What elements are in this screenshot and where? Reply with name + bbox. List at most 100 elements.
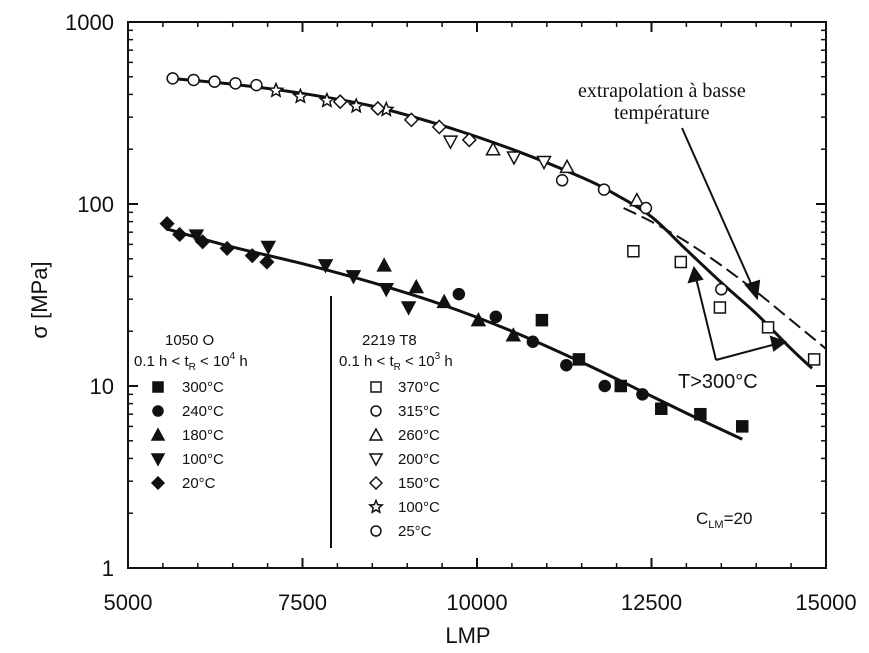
legend-1050-cond-left: 0.1 h < t xyxy=(134,353,189,370)
point-1050-diamond-filled xyxy=(244,248,260,264)
legend-2219-entry-label: 200°C xyxy=(398,451,440,468)
point-1050-diamond-filled xyxy=(259,254,275,270)
fit-curve-0 xyxy=(169,76,814,370)
point-2219-circle-open xyxy=(208,75,221,88)
legend-2219-entry-marker-square-open xyxy=(370,381,382,393)
annotation-arrows xyxy=(681,127,788,361)
point-1050-square-filled xyxy=(694,407,707,421)
legend-1050-title: 1050 O xyxy=(165,332,214,349)
legend-2219-entry-label: 260°C xyxy=(398,427,440,444)
x-tick-label: 15000 xyxy=(795,590,856,615)
point-2219-square-open xyxy=(627,245,640,258)
legend-2219-cond-right: < 10 xyxy=(401,353,435,370)
point-1050-triangle-down-filled xyxy=(400,301,417,316)
legend-2219-entry-marker-diamond-open xyxy=(368,475,384,491)
point-1050-circle-filled xyxy=(489,310,503,324)
legend-2219-entry-marker-triangle-up-open xyxy=(368,427,384,441)
legend-1050-entry-label: 300°C xyxy=(182,379,224,396)
clm-value: =20 xyxy=(724,509,753,528)
legend-1050-cond-sub: R xyxy=(189,362,196,373)
point-2219-diamond-open xyxy=(332,94,348,110)
clm-label: CLM=20 xyxy=(696,509,752,531)
point-2219-triangle-down-open xyxy=(536,155,552,171)
point-2219-star-open xyxy=(291,87,309,104)
legend-2219-entry-marker-triangle-down-open xyxy=(368,453,384,467)
point-2219-star-open xyxy=(347,97,365,114)
x-tick-label: 10000 xyxy=(446,590,507,615)
point-1050-square-filled xyxy=(572,353,586,366)
point-2219-triangle-down-open xyxy=(506,151,522,166)
point-2219-circle-open xyxy=(639,201,653,215)
point-2219-triangle-up-open xyxy=(559,158,575,174)
t-arrow-left-head xyxy=(687,265,704,284)
legend-2219-entry-marker-circle-open xyxy=(370,405,382,417)
legend-2219-entry-marker-circle-open xyxy=(370,525,382,537)
legend-1050-entry-marker-triangle-down-filled xyxy=(150,453,166,467)
point-2219-star-open xyxy=(318,91,336,108)
point-2219-square-open xyxy=(761,321,775,334)
t-above-300-label: T>300°C xyxy=(678,371,758,393)
point-1050-circle-filled xyxy=(598,379,611,393)
extrapolation-arrowhead xyxy=(744,279,761,301)
point-1050-triangle-up-filled xyxy=(470,312,487,327)
y-axis-title: σ [MPa] xyxy=(27,261,52,338)
point-2219-circle-open xyxy=(597,183,611,196)
extrapolation-arrow xyxy=(681,127,754,289)
point-1050-diamond-filled xyxy=(159,216,175,232)
point-2219-circle-open xyxy=(187,73,200,87)
legend-2219-title: 2219 T8 xyxy=(362,332,417,349)
point-1050-triangle-down-filled xyxy=(378,283,395,298)
legend-1050-entry-marker-triangle-up-filled xyxy=(150,427,166,441)
point-2219-diamond-open xyxy=(461,132,477,148)
legend-2219-cond-left: 0.1 h < t xyxy=(339,353,394,370)
point-2219-circle-open xyxy=(715,283,728,296)
data-points xyxy=(159,72,821,433)
y-tick-labels: 1 10 100 1000 xyxy=(65,10,114,581)
legend-1050-entry-label: 180°C xyxy=(182,427,224,444)
point-1050-square-filled xyxy=(735,420,749,433)
point-1050-circle-filled xyxy=(526,335,540,349)
point-1050-diamond-filled xyxy=(172,226,188,243)
legend-1050-entry-marker-square-filled xyxy=(152,381,164,393)
point-1050-triangle-up-filled xyxy=(408,278,425,294)
point-1050-square-filled xyxy=(535,313,549,327)
point-2219-triangle-up-open xyxy=(629,192,645,207)
x-tick-labels: 5000 7500 10000 12500 15000 xyxy=(104,590,857,615)
point-2219-square-open xyxy=(713,301,727,314)
legend-1050-cond-sup: 4 xyxy=(230,351,236,362)
legend-2219-entry-label: 25°C xyxy=(398,523,432,540)
clm-main: C xyxy=(696,509,708,528)
legend-2219-condition: 0.1 h < tR < 103 h xyxy=(339,351,453,373)
legend-2219-entries: 370°C 315°C 260°C 200°C 150°C 100°C 25°C xyxy=(367,379,440,540)
point-2219-diamond-open xyxy=(370,100,386,117)
point-1050-circle-filled xyxy=(636,388,649,401)
point-1050-triangle-down-filled xyxy=(188,229,205,244)
x-tick-label: 7500 xyxy=(278,590,327,615)
point-1050-square-filled xyxy=(614,379,628,393)
legend-1050-entries: 300°C 240°C 180°C 100°C 20°C xyxy=(150,379,224,492)
point-1050-triangle-up-filled xyxy=(436,293,452,309)
y-tick-label: 10 xyxy=(90,374,114,399)
fit-curve-2 xyxy=(165,227,743,441)
extrapolation-curve xyxy=(623,207,827,350)
point-2219-square-open xyxy=(807,353,821,366)
point-2219-circle-open xyxy=(555,174,569,187)
legend-1050-cond-tail: h xyxy=(235,353,248,370)
extrapolation-label-line2: température xyxy=(614,102,710,124)
legend-1050: 1050 O 0.1 h < tR < 104 h 300°C 240°C 180°… xyxy=(134,332,248,492)
legend-2219-entry-label: 150°C xyxy=(398,475,440,492)
legend-1050-condition: 0.1 h < tR < 104 h xyxy=(134,351,248,373)
axis-ticks xyxy=(127,21,827,569)
point-1050-circle-filled xyxy=(560,359,573,372)
legend-1050-entry-label: 20°C xyxy=(182,475,216,492)
point-2219-triangle-down-open xyxy=(442,135,459,150)
point-2219-circle-open xyxy=(250,78,263,92)
legend-1050-entry-label: 100°C xyxy=(182,451,224,468)
x-tick-label: 5000 xyxy=(104,590,153,615)
legend-2219-entry-marker-star-open xyxy=(367,498,385,514)
legend-2219: 2219 T8 0.1 h < tR < 103 h 370°C 315°C 260… xyxy=(339,332,453,540)
legend-1050-cond-right: < 10 xyxy=(196,353,230,370)
extrapolation-label-line1: extrapolation à basse xyxy=(578,80,746,102)
point-2219-star-open xyxy=(267,81,285,98)
